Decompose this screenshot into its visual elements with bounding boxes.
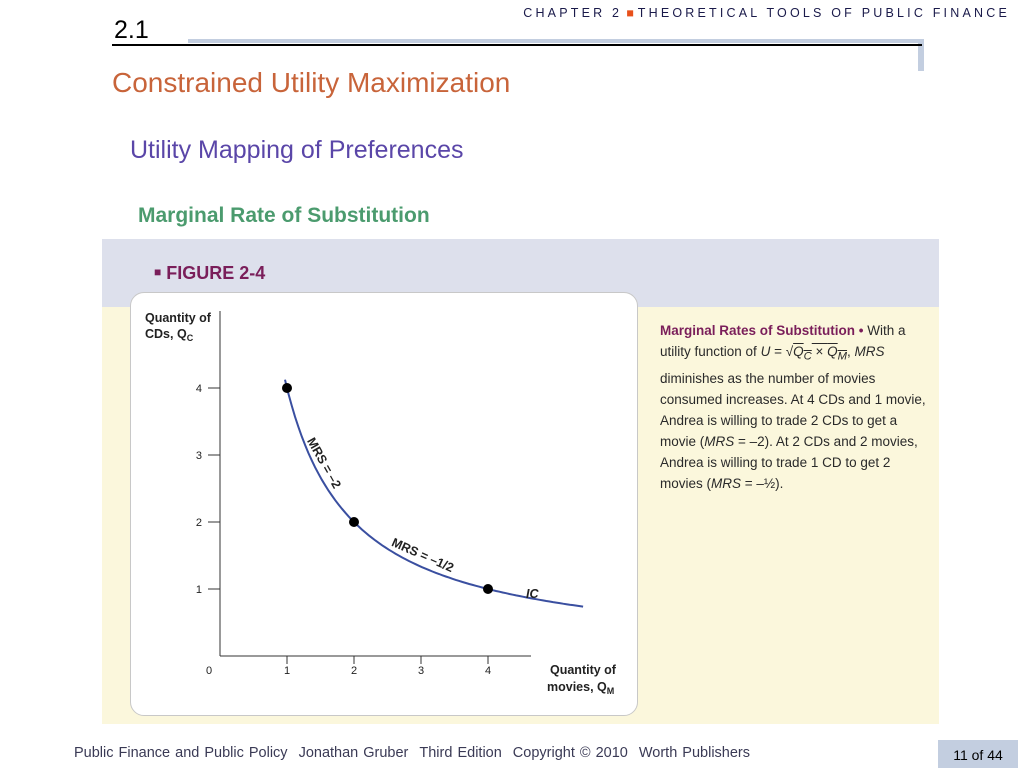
x-tick-label: 1 <box>284 665 290 677</box>
y-axis-title-line2: CDs, QC <box>145 327 194 343</box>
y-tick-label: 4 <box>196 383 202 395</box>
page-number: 11 of 44 <box>938 740 1018 768</box>
slide-subtitle: Utility Mapping of Preferences <box>130 136 464 164</box>
figure-caption: Marginal Rates of Substitution • With a … <box>660 320 932 494</box>
x-axis-title-subscript: M <box>607 686 615 696</box>
y-axis-title-subscript: C <box>187 333 194 343</box>
figure-label: ■ FIGURE 2-4 <box>154 263 265 284</box>
y-tick-label: 3 <box>196 450 202 462</box>
footer-book: Public Finance and Public Policy <box>74 745 288 761</box>
x-tick-label: 4 <box>485 665 491 677</box>
y-tick-label: 1 <box>196 584 202 596</box>
x-axis-title-line1: Quantity of <box>550 663 617 677</box>
origin-label: 0 <box>206 665 212 677</box>
curve-point <box>483 584 493 594</box>
slide-title: Constrained Utility Maximization <box>112 67 511 98</box>
footer: Public Finance and Public Policy Jonathan… <box>74 745 761 761</box>
footer-author: Jonathan Gruber <box>298 745 409 761</box>
section-number: 2.1 <box>114 16 149 44</box>
footer-publisher: Worth Publishers <box>638 745 750 761</box>
chart-ticks: 0 1 2 3 4 1 2 3 4 <box>196 383 491 677</box>
slide-subsubtitle: Marginal Rate of Substitution <box>138 204 430 227</box>
caption-title: Marginal Rates of Substitution <box>660 323 856 338</box>
indifference-curve <box>284 379 584 608</box>
chart-frame: 0 1 2 3 4 1 2 3 4 MRS = –2 MRS = –1/2 IC Quantity … <box>130 292 638 716</box>
x-tick-label: 3 <box>418 665 424 677</box>
header-rule-accent <box>188 39 924 43</box>
footer-edition: Third Edition <box>419 745 502 761</box>
y-tick-label: 2 <box>196 517 202 529</box>
header-rule <box>112 44 922 46</box>
footer-copyright: Copyright © 2010 <box>512 745 628 761</box>
chart-axes <box>219 311 531 657</box>
caption-bullet-icon: • <box>858 323 864 338</box>
chart-points <box>282 383 493 594</box>
separator-square-icon: ■ <box>626 6 634 20</box>
curve-point <box>349 517 359 527</box>
figure-label-text: FIGURE 2-4 <box>166 263 266 283</box>
bullet-icon: ■ <box>154 265 162 279</box>
chapter-header: CHAPTER 2 ■ THEORETICAL TOOLS OF PUBLIC FI… <box>523 6 1010 20</box>
curve-label: IC <box>526 587 539 601</box>
caption-body: With a utility function of U = √QC × QM,… <box>660 323 926 491</box>
curve-point <box>282 383 292 393</box>
y-axis-title-text: CDs, Q <box>145 327 187 341</box>
header-rule-accent-end <box>918 39 924 71</box>
y-axis-title-line1: Quantity of <box>145 311 212 325</box>
chapter-text: CHAPTER 2 <box>523 6 623 20</box>
x-axis-title-text: movies, Q <box>547 680 607 694</box>
x-axis-title-line2: movies, QM <box>547 680 614 696</box>
chapter-title: THEORETICAL TOOLS OF PUBLIC FINANCE <box>637 6 1010 20</box>
x-tick-label: 2 <box>351 665 357 677</box>
